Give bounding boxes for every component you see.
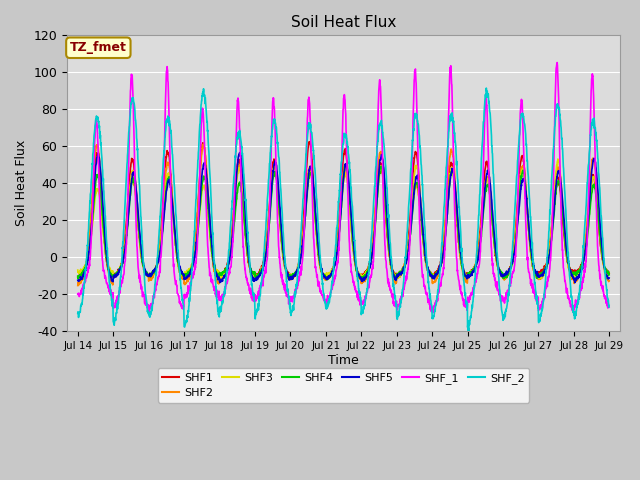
SHF_2 — [465, 328, 473, 334]
SHF5 — [359, 276, 367, 282]
SHF1 — [222, 265, 230, 271]
SHF2 — [371, 219, 378, 225]
SHF_1 — [605, 304, 613, 310]
SHF4 — [605, 272, 613, 277]
SHF_1 — [359, 299, 367, 305]
SHF2 — [222, 269, 230, 275]
SHF4 — [359, 274, 367, 280]
SHF2 — [498, 273, 506, 279]
X-axis label: Time: Time — [328, 354, 359, 367]
SHF2 — [200, 141, 207, 147]
SHF5 — [74, 277, 82, 283]
Line: SHF2: SHF2 — [78, 144, 609, 286]
SHF2 — [359, 278, 367, 284]
SHF3 — [605, 271, 613, 276]
Line: SHF5: SHF5 — [78, 153, 609, 283]
SHF_2 — [358, 308, 366, 313]
SHF_2 — [559, 146, 566, 152]
SHF5 — [573, 275, 581, 281]
Line: SHF_1: SHF_1 — [78, 62, 609, 314]
SHF1 — [573, 267, 581, 273]
SHF5 — [571, 280, 579, 286]
SHF1 — [359, 272, 367, 278]
SHF4 — [74, 273, 82, 279]
SHF1 — [371, 219, 378, 225]
Line: SHF_2: SHF_2 — [78, 88, 609, 331]
SHF5 — [498, 271, 506, 277]
SHF_2 — [370, 195, 378, 201]
SHF_2 — [222, 276, 230, 282]
Title: Soil Heat Flux: Soil Heat Flux — [291, 15, 396, 30]
SHF1 — [498, 270, 506, 276]
SHF_2 — [483, 85, 490, 91]
SHF5 — [236, 150, 244, 156]
SHF_1 — [371, 241, 378, 247]
SHF2 — [74, 283, 82, 288]
SHF_1 — [145, 312, 153, 317]
SHF_1 — [74, 291, 82, 297]
SHF_2 — [498, 310, 506, 315]
SHF4 — [573, 270, 581, 276]
SHF2 — [605, 278, 613, 284]
SHF5 — [371, 232, 378, 238]
SHF2 — [559, 202, 566, 208]
SHF1 — [605, 270, 613, 276]
SHF4 — [342, 161, 350, 167]
Y-axis label: Soil Heat Flux: Soil Heat Flux — [15, 140, 28, 227]
SHF_1 — [222, 280, 230, 286]
SHF3 — [554, 156, 562, 162]
SHF4 — [371, 229, 378, 235]
SHF4 — [323, 277, 331, 283]
Text: TZ_fmet: TZ_fmet — [70, 41, 127, 54]
SHF1 — [74, 275, 82, 280]
SHF_1 — [554, 60, 561, 65]
SHF1 — [559, 215, 566, 221]
SHF3 — [536, 276, 543, 282]
Legend: SHF1, SHF2, SHF3, SHF4, SHF5, SHF_1, SHF_2: SHF1, SHF2, SHF3, SHF4, SHF5, SHF_1, SHF… — [158, 368, 529, 403]
SHF3 — [358, 273, 366, 279]
SHF1 — [180, 276, 188, 282]
SHF3 — [370, 234, 378, 240]
SHF3 — [573, 269, 581, 275]
SHF3 — [498, 272, 506, 278]
SHF_2 — [573, 300, 581, 306]
SHF5 — [605, 275, 613, 281]
Line: SHF4: SHF4 — [78, 164, 609, 280]
SHF_2 — [605, 303, 613, 309]
SHF4 — [222, 266, 230, 272]
Line: SHF1: SHF1 — [78, 142, 609, 279]
SHF_2 — [74, 311, 82, 316]
SHF3 — [559, 201, 566, 206]
SHF_1 — [498, 293, 506, 299]
SHF_1 — [559, 247, 566, 252]
SHF1 — [305, 139, 313, 144]
SHF5 — [559, 196, 566, 202]
Line: SHF3: SHF3 — [78, 159, 609, 279]
SHF3 — [74, 267, 82, 273]
SHF4 — [559, 209, 566, 215]
SHF5 — [222, 272, 230, 277]
SHF4 — [498, 273, 506, 278]
SHF3 — [222, 266, 230, 272]
SHF2 — [573, 277, 581, 283]
SHF_1 — [573, 300, 581, 306]
